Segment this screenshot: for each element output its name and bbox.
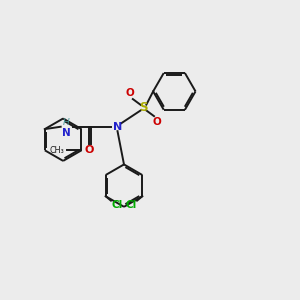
Text: O: O: [84, 145, 94, 155]
Text: O: O: [152, 117, 161, 127]
Text: O: O: [126, 88, 134, 98]
Text: S: S: [139, 101, 148, 114]
Text: N: N: [113, 122, 122, 132]
Text: N: N: [61, 128, 70, 138]
Text: H: H: [63, 118, 69, 127]
Text: Cl: Cl: [125, 200, 137, 210]
Text: CH₃: CH₃: [50, 146, 64, 155]
Text: Cl: Cl: [111, 200, 122, 210]
